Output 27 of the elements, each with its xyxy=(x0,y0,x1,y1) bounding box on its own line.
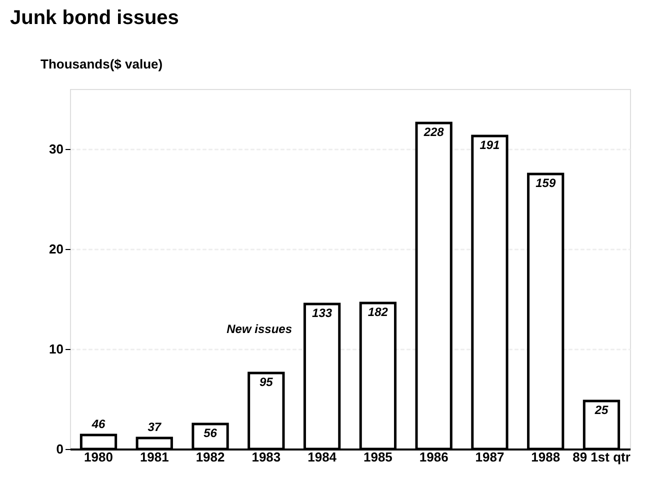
chart-title: Junk bond issues xyxy=(10,7,179,29)
annotation: 37 xyxy=(148,420,162,434)
x-tick-label: 1988 xyxy=(531,450,560,464)
y-tick-label: 20 xyxy=(49,242,64,256)
y-tick-label: 0 xyxy=(56,442,64,456)
x-tick-label: 1980 xyxy=(84,450,113,464)
annotation: 95 xyxy=(259,375,274,389)
x-tick-label: 1984 xyxy=(308,450,338,464)
x-tick-label: 1982 xyxy=(196,450,225,464)
x-tick-label: 89 1st qtr xyxy=(572,450,630,464)
x-tick-label: 1986 xyxy=(419,450,448,464)
annotation: 25 xyxy=(594,403,608,417)
annotation: 133 xyxy=(312,306,332,320)
annotation: 46 xyxy=(90,417,106,431)
x-tick-label: 1987 xyxy=(475,450,504,464)
annotation: 228 xyxy=(422,125,444,139)
x-tick-label: 1981 xyxy=(140,450,169,464)
annotation: New issues xyxy=(226,322,292,336)
annotation: 159 xyxy=(536,176,556,190)
y-tick-label: 10 xyxy=(49,342,64,356)
y-tick-label: 30 xyxy=(49,142,64,156)
annotation: 182 xyxy=(368,305,388,319)
annotation: 56 xyxy=(204,426,218,440)
x-tick-label: 1985 xyxy=(363,450,392,464)
x-tick-label: 1983 xyxy=(252,450,281,464)
annotation: 191 xyxy=(480,138,500,152)
y-axis-title: Thousands($ value) xyxy=(40,56,163,72)
